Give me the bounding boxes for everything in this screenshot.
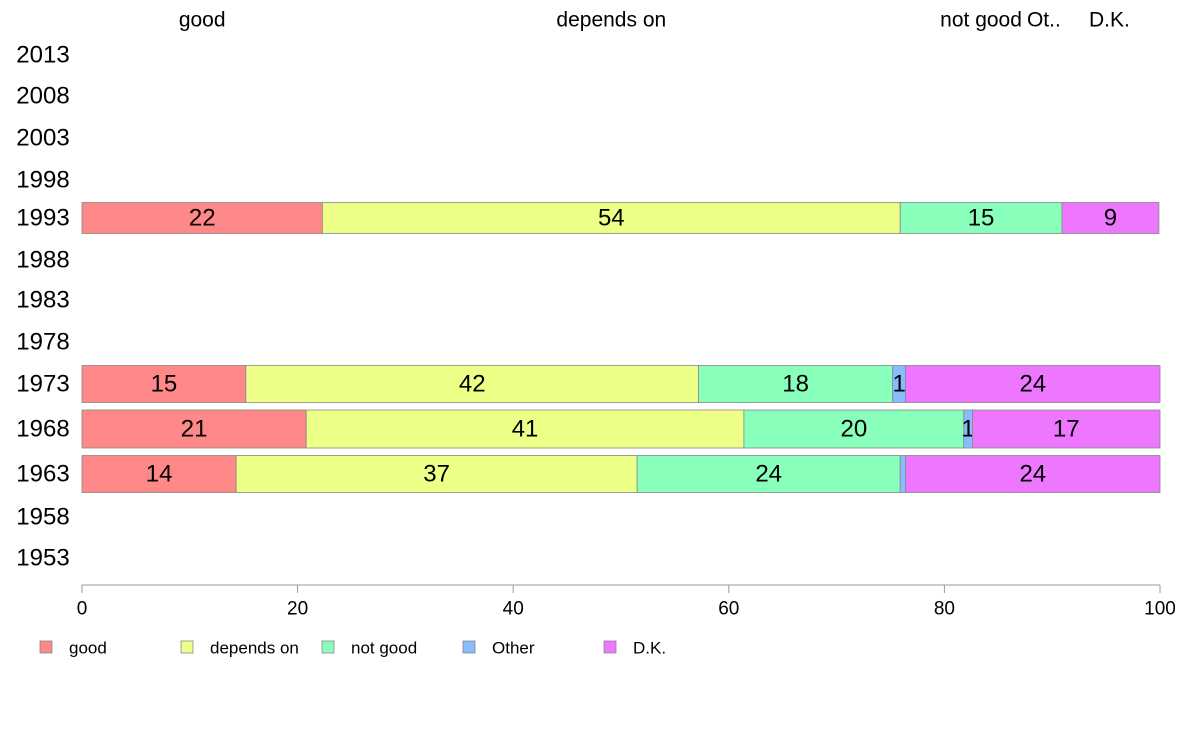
bar-segment — [235, 455, 638, 493]
bar-segment — [1061, 202, 1160, 234]
year-label: 1983 — [16, 287, 69, 314]
x-axis: 0 20 40 60 80 100 — [77, 584, 1176, 620]
bar-value-label: 1 — [961, 416, 974, 443]
bars: 22 54 15 9 15 42 18 1 24 21 41 20 1 17 14 37 24 24 — [81, 202, 1161, 493]
year-label: 1998 — [16, 167, 69, 194]
legend-swatch — [39, 640, 53, 654]
legend-swatch — [180, 640, 194, 654]
top-category-label: not good — [940, 9, 1022, 32]
top-category-label: Ot.. — [1027, 9, 1061, 32]
year-label: 1973 — [16, 371, 69, 398]
bar-segment — [81, 455, 237, 493]
legend-label: depends on — [210, 639, 299, 658]
bar-segment — [81, 409, 307, 449]
x-tick-label: 20 — [287, 599, 308, 620]
bar-segment — [245, 365, 700, 403]
year-label: 1958 — [16, 504, 69, 531]
bar-value-label: 9 — [1104, 205, 1117, 232]
legend-swatch — [603, 640, 617, 654]
top-category-labels: good depends on not good Ot.. D.K. — [179, 9, 1130, 32]
year-label: 1988 — [16, 247, 69, 274]
bar-value-label: 18 — [782, 371, 809, 398]
legend-swatch — [321, 640, 335, 654]
top-category-label: D.K. — [1089, 9, 1130, 32]
legend-label: D.K. — [633, 639, 666, 658]
legend-label: Other — [492, 639, 535, 658]
bar-value-label: 24 — [755, 461, 782, 488]
top-category-label: depends on — [556, 9, 666, 32]
legend-label: not good — [351, 639, 417, 658]
bar-value-label: 17 — [1053, 416, 1080, 443]
bar-value-label: 20 — [840, 416, 867, 443]
top-category-label: good — [179, 9, 226, 32]
legend-swatch — [462, 640, 476, 654]
bar-value-label: 15 — [968, 205, 995, 232]
legend-label: good — [69, 639, 107, 658]
year-label: 1963 — [16, 461, 69, 488]
bar-value-label: 42 — [459, 371, 486, 398]
bar-segment — [972, 409, 1161, 449]
bar-segment — [743, 409, 965, 449]
year-label: 1993 — [16, 205, 69, 232]
year-label: 1968 — [16, 416, 69, 443]
year-label: 1953 — [16, 545, 69, 572]
bar-segment — [899, 455, 906, 493]
bar-segment — [905, 455, 1161, 493]
bar-segment — [321, 202, 901, 234]
year-label: 2013 — [16, 42, 69, 69]
year-label: 2003 — [16, 125, 69, 152]
bar-value-label: 24 — [1019, 461, 1046, 488]
bar-value-label: 21 — [181, 416, 208, 443]
bar-segment — [81, 365, 247, 403]
bar-segment — [81, 202, 323, 234]
bar-value-label: 41 — [512, 416, 539, 443]
legend: good depends on not good Other D.K. — [39, 639, 666, 658]
x-tick-label: 40 — [503, 599, 524, 620]
bar-segment — [636, 455, 901, 493]
bar-value-label: 37 — [423, 461, 450, 488]
bar-segment — [698, 365, 894, 403]
bar-value-label: 22 — [189, 205, 216, 232]
bar-value-label: 24 — [1019, 371, 1046, 398]
bar-value-label: 15 — [151, 371, 178, 398]
bar-value-label: 54 — [598, 205, 625, 232]
x-tick-label: 60 — [718, 599, 739, 620]
bar-segment — [905, 365, 1161, 403]
x-tick-label: 100 — [1144, 599, 1176, 620]
x-tick-label: 80 — [934, 599, 955, 620]
year-axis-labels: 2013 2008 2003 1998 1993 1988 1983 1978 1973 1968… — [16, 42, 69, 572]
bar-segment — [305, 409, 745, 449]
bar-value-label: 1 — [892, 371, 905, 398]
year-label: 2008 — [16, 83, 69, 110]
x-tick-label: 0 — [77, 599, 88, 620]
year-label: 1978 — [16, 329, 69, 356]
bar-segment — [899, 202, 1063, 234]
bar-value-label: 14 — [146, 461, 173, 488]
